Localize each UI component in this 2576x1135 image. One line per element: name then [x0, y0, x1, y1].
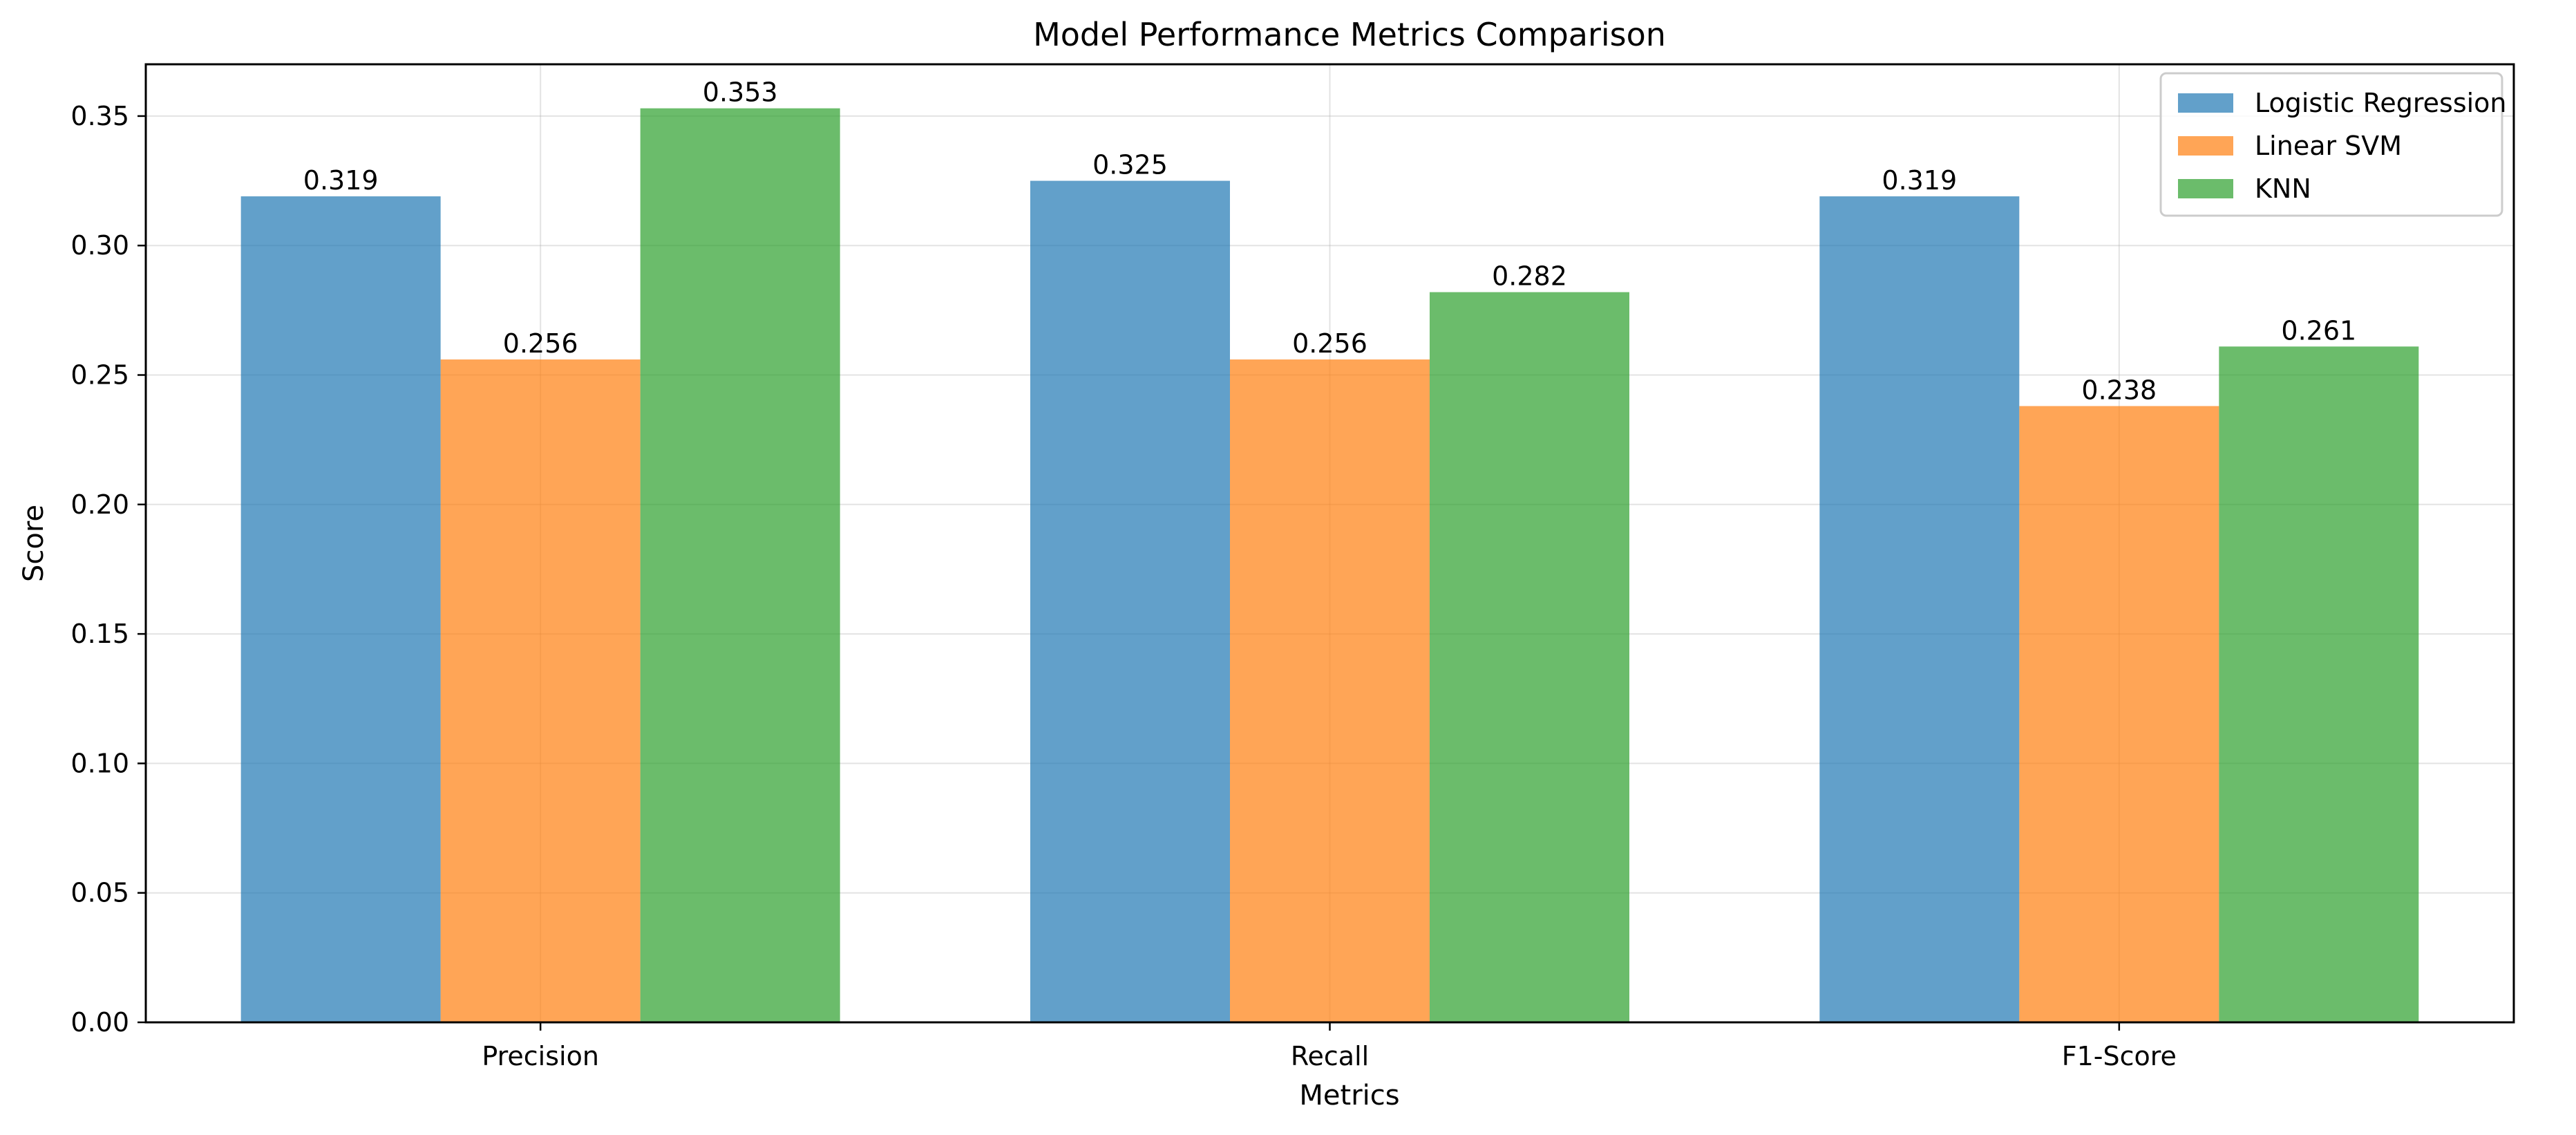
bar — [1430, 292, 1629, 1022]
bar-value-label: 0.319 — [1882, 165, 1957, 196]
chart-title: Model Performance Metrics Comparison — [1033, 16, 1666, 53]
bar — [1030, 180, 1230, 1022]
legend-swatch — [2178, 179, 2233, 198]
x-tick-label: F1-Score — [2062, 1041, 2177, 1071]
bar — [440, 359, 641, 1022]
bar — [640, 108, 840, 1023]
bar — [1230, 359, 1430, 1022]
bar — [2219, 346, 2419, 1022]
bar-value-label: 0.353 — [703, 77, 778, 108]
y-tick-label: 0.15 — [70, 619, 129, 649]
y-tick-label: 0.20 — [70, 489, 129, 520]
bars-layer — [240, 108, 2419, 1023]
bar-value-label: 0.282 — [1492, 261, 1567, 292]
legend-label: KNN — [2255, 173, 2311, 204]
y-axis-label: Score — [18, 505, 50, 582]
bar — [2019, 406, 2219, 1022]
legend: Logistic Regression Linear SVM KNN — [2159, 72, 2507, 217]
legend-label: Logistic Regression — [2255, 88, 2507, 118]
y-tick-label: 0.00 — [70, 1007, 129, 1038]
bar-value-label: 0.325 — [1092, 150, 1168, 180]
legend-swatch — [2178, 136, 2233, 156]
legend-frame — [2159, 72, 2503, 217]
y-tick-label: 0.05 — [70, 878, 129, 908]
x-tick-label: Recall — [1291, 1041, 1369, 1071]
y-tick-label: 0.35 — [70, 101, 129, 131]
bar-labels-layer: 0.319 0.325 0.319 0.256 0.256 0.238 0.353 0.282… — [303, 77, 2356, 406]
y-tick-label: 0.10 — [70, 748, 129, 778]
bar-value-label: 0.238 — [2081, 375, 2157, 405]
bar-value-label: 0.261 — [2281, 315, 2356, 346]
bar-value-label: 0.256 — [1292, 328, 1367, 359]
y-tick-label: 0.30 — [70, 230, 129, 261]
bar — [240, 196, 441, 1023]
bar — [1819, 196, 2020, 1023]
bar-value-label: 0.319 — [303, 165, 379, 196]
x-tick-label: Precision — [482, 1041, 599, 1071]
y-tick-label: 0.25 — [70, 360, 129, 391]
legend-items: Logistic Regression Linear SVM KNN — [2178, 88, 2507, 204]
legend-label: Linear SVM — [2255, 131, 2402, 161]
ticks-layer: 0.00 0.05 0.10 0.15 0.20 0.25 0.30 0.35 Precisio… — [70, 101, 2177, 1071]
x-axis-label: Metrics — [1299, 1080, 1399, 1111]
legend-swatch — [2178, 93, 2233, 113]
bar-value-label: 0.256 — [503, 328, 578, 359]
